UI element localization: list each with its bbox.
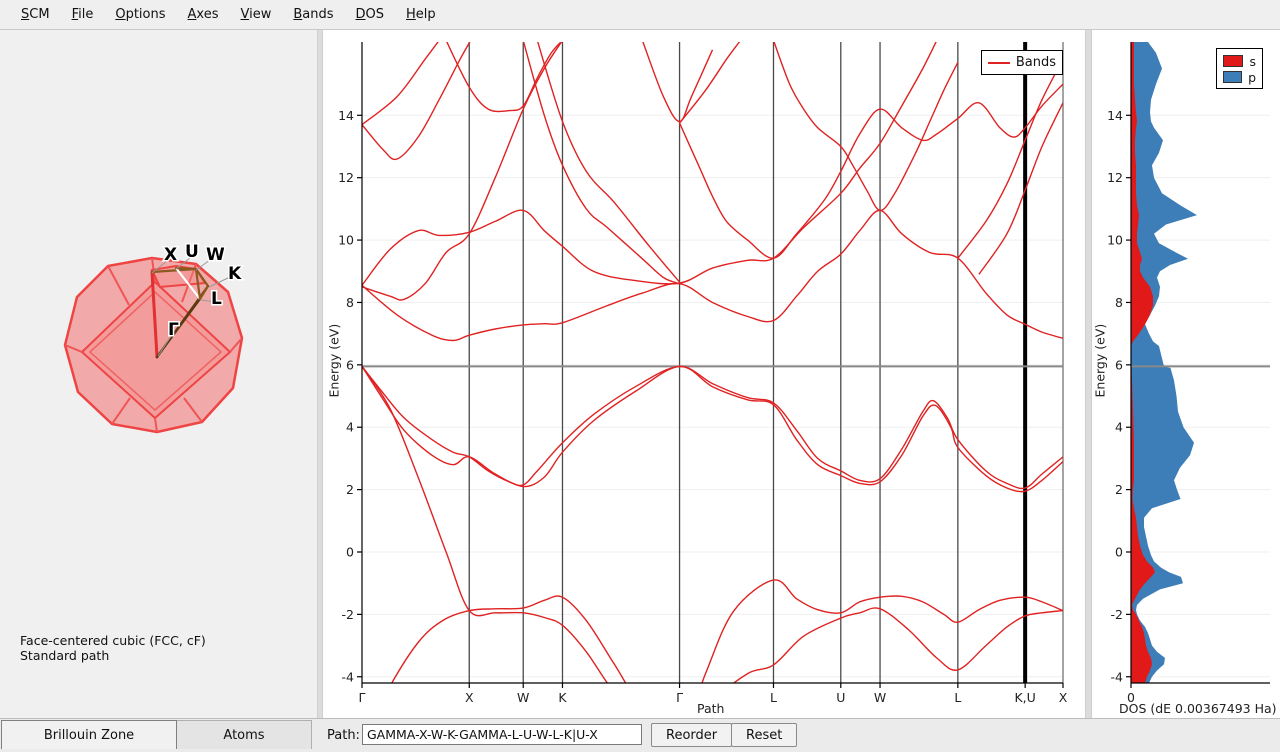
panel-splitter-right[interactable] bbox=[1085, 30, 1092, 718]
dos-legend-p-swatch bbox=[1223, 71, 1243, 83]
band-structure-plot[interactable]: -4 -2 0 2 4 6 8 10 12 14 Γ X W K Γ L U W L K,U X bbox=[323, 30, 1085, 718]
menu-bar: SCM File Options Axes View Bands DOS Hel… bbox=[0, 0, 1280, 30]
bz-front-face-inner bbox=[88, 290, 223, 412]
bands-legend-label: Bands bbox=[1015, 55, 1056, 70]
bz-caption-path: Standard path bbox=[20, 648, 110, 663]
band-structure-panel: -4 -2 0 2 4 6 8 10 12 14 Γ X W K Γ L U W L K,U X Energy (eV)… bbox=[323, 30, 1085, 718]
svg-text:2: 2 bbox=[1115, 482, 1123, 497]
dos-y-axis-label: Energy (eV) bbox=[1092, 323, 1108, 398]
svg-text:8: 8 bbox=[346, 295, 354, 310]
menu-help[interactable]: Help bbox=[406, 6, 436, 22]
svg-text:Γ: Γ bbox=[676, 690, 683, 705]
bands-y-axis-label: Energy (eV) bbox=[326, 323, 342, 398]
svg-text:Γ: Γ bbox=[359, 690, 366, 705]
svg-text:6: 6 bbox=[1115, 357, 1123, 372]
svg-text:6: 6 bbox=[346, 357, 354, 372]
panel-splitter-left[interactable] bbox=[317, 30, 323, 718]
path-input[interactable] bbox=[362, 724, 642, 745]
dos-plot[interactable]: -4 -2 0 2 4 6 8 10 12 14 0 bbox=[1092, 30, 1280, 718]
menu-axes[interactable]: Axes bbox=[187, 6, 219, 22]
svg-text:2: 2 bbox=[346, 482, 354, 497]
brillouin-zone-panel[interactable]: X U W K L Γ Face-centered cubic (FCC, cF… bbox=[0, 30, 317, 718]
tab-brillouin-zone[interactable]: Brillouin Zone bbox=[1, 720, 177, 749]
svg-text:-4: -4 bbox=[1111, 669, 1124, 684]
bz-label-gamma: Γ bbox=[168, 320, 179, 340]
dos-panel: -4 -2 0 2 4 6 8 10 12 14 0 Energy (eV) DOS (dE 0.0… bbox=[1092, 30, 1280, 718]
bz-caption: Face-centered cubic (FCC, cF) Standard p… bbox=[20, 633, 206, 663]
svg-text:K,U: K,U bbox=[1014, 690, 1035, 705]
dos-legend: s p bbox=[1216, 48, 1263, 89]
svg-text:0: 0 bbox=[346, 544, 354, 559]
tab-atoms[interactable]: Atoms bbox=[177, 720, 312, 749]
dos-legend-s-swatch bbox=[1223, 55, 1244, 67]
menu-view[interactable]: View bbox=[240, 6, 272, 22]
svg-text:4: 4 bbox=[1115, 420, 1123, 435]
path-field-label: Path: bbox=[327, 728, 360, 743]
dos-legend-s-label: s bbox=[1249, 53, 1256, 69]
menu-file[interactable]: File bbox=[71, 6, 94, 22]
bz-label-k: K bbox=[228, 264, 242, 284]
svg-text:10: 10 bbox=[1107, 233, 1123, 248]
bz-label-leaders bbox=[151, 257, 231, 357]
bz-label-u: U bbox=[185, 242, 199, 262]
svg-text:10: 10 bbox=[338, 233, 354, 248]
bottom-toolbar: Brillouin Zone Atoms Path: Reorder Reset bbox=[0, 718, 1280, 752]
svg-text:-2: -2 bbox=[342, 607, 354, 622]
svg-text:8: 8 bbox=[1115, 295, 1123, 310]
bz-label-x: X bbox=[164, 245, 177, 265]
svg-text:4: 4 bbox=[346, 420, 354, 435]
svg-text:12: 12 bbox=[338, 170, 354, 185]
svg-text:14: 14 bbox=[1107, 108, 1123, 123]
svg-text:14: 14 bbox=[338, 108, 354, 123]
svg-text:W: W bbox=[517, 690, 529, 705]
svg-text:L: L bbox=[954, 690, 961, 705]
menu-dos[interactable]: DOS bbox=[355, 6, 385, 22]
bands-legend: Bands bbox=[981, 50, 1063, 75]
brillouin-zone-3d-view[interactable]: X U W K L Γ bbox=[0, 30, 317, 718]
bz-caption-lattice: Face-centered cubic (FCC, cF) bbox=[20, 633, 206, 648]
svg-text:L: L bbox=[770, 690, 777, 705]
svg-text:W: W bbox=[874, 690, 886, 705]
menu-options[interactable]: Options bbox=[115, 6, 166, 22]
svg-text:X: X bbox=[465, 690, 474, 705]
svg-text:0: 0 bbox=[1127, 690, 1135, 705]
svg-text:0: 0 bbox=[1115, 544, 1123, 559]
svg-text:K: K bbox=[558, 690, 567, 705]
svg-text:U: U bbox=[836, 690, 845, 705]
svg-text:-4: -4 bbox=[342, 669, 355, 684]
bz-label-l: L bbox=[211, 289, 222, 309]
bands-x-axis-label: Path bbox=[697, 701, 725, 716]
bands-legend-line-sample bbox=[988, 61, 1010, 64]
reorder-button[interactable]: Reorder bbox=[651, 723, 733, 747]
menu-bands[interactable]: Bands bbox=[293, 6, 334, 22]
reset-button[interactable]: Reset bbox=[731, 723, 798, 747]
bz-label-w: W bbox=[206, 245, 225, 265]
svg-text:-2: -2 bbox=[1111, 607, 1123, 622]
dos-x-axis-label: DOS (dE 0.00367493 Ha) bbox=[1119, 701, 1277, 716]
menu-scm[interactable]: SCM bbox=[21, 6, 50, 22]
svg-text:12: 12 bbox=[1107, 170, 1123, 185]
dos-legend-p-label: p bbox=[1248, 69, 1256, 85]
svg-text:X: X bbox=[1059, 690, 1068, 705]
